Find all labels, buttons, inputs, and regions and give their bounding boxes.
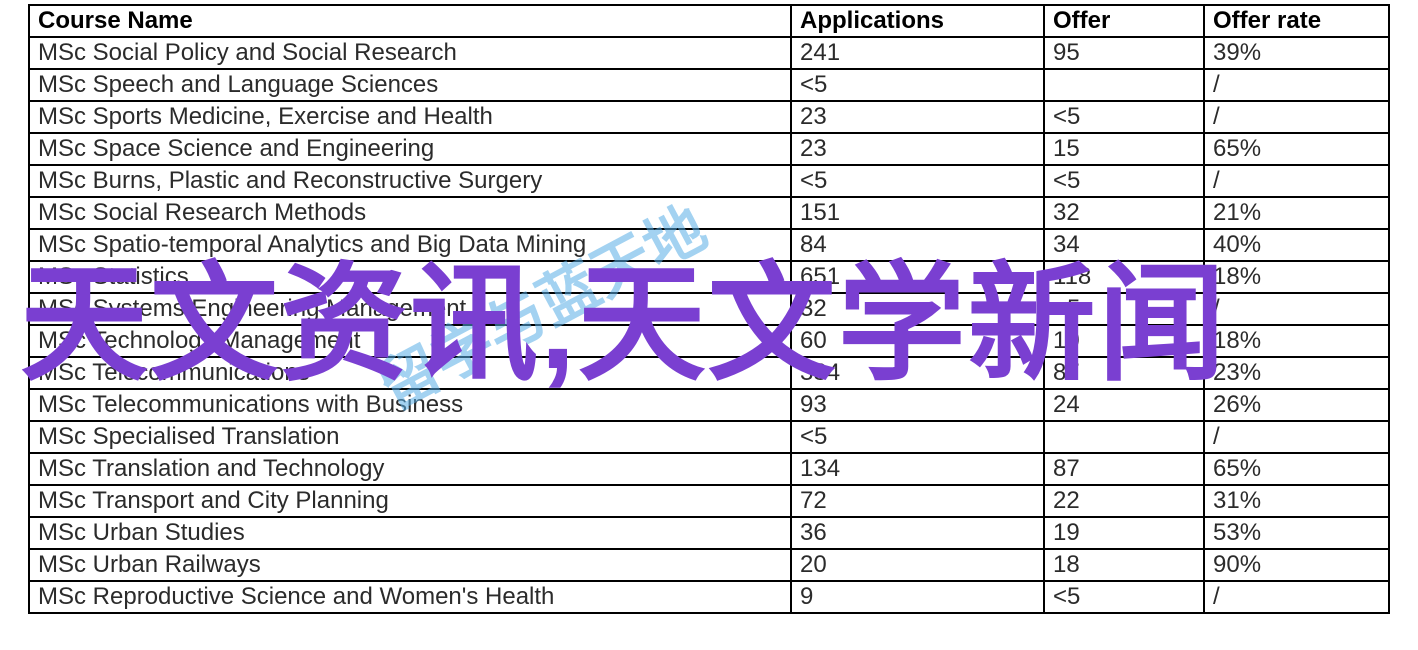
offer-rate-cell: /: [1204, 581, 1389, 613]
applications-cell: 151: [791, 197, 1044, 229]
applications-cell: 384: [791, 357, 1044, 389]
applications-cell: 32: [791, 293, 1044, 325]
offer-cell: <5: [1044, 293, 1204, 325]
course-name-cell: MSc Social Research Methods: [29, 197, 791, 229]
offer-rate-cell: /: [1204, 101, 1389, 133]
course-name-cell: MSc Transport and City Planning: [29, 485, 791, 517]
offer-rate-cell: 31%: [1204, 485, 1389, 517]
table-row: MSc Translation and Technology1348765%: [29, 453, 1389, 485]
offer-rate-cell: /: [1204, 421, 1389, 453]
course-name-cell: MSc Technology Management: [29, 325, 791, 357]
offer-cell: 34: [1044, 229, 1204, 261]
course-name-cell: MSc Telecommunications with Business: [29, 389, 791, 421]
column-header: Course Name: [29, 5, 791, 37]
table-row: MSc Specialised Translation<5 /: [29, 421, 1389, 453]
table-header-row: Course NameApplicationsOfferOffer rate: [29, 5, 1389, 37]
course-name-cell: MSc Spatio-temporal Analytics and Big Da…: [29, 229, 791, 261]
course-table-container: Course NameApplicationsOfferOffer rate M…: [28, 4, 1388, 614]
table-row: MSc Systems Engineering Management32<5/: [29, 293, 1389, 325]
offer-cell: 32: [1044, 197, 1204, 229]
course-name-cell: MSc Urban Studies: [29, 517, 791, 549]
course-name-cell: MSc Speech and Language Sciences: [29, 69, 791, 101]
table-row: MSc Reproductive Science and Women's Hea…: [29, 581, 1389, 613]
offer-rate-cell: 18%: [1204, 325, 1389, 357]
offer-cell: 95: [1044, 37, 1204, 69]
offer-rate-cell: 18%: [1204, 261, 1389, 293]
offer-cell: <5: [1044, 581, 1204, 613]
applications-cell: 9: [791, 581, 1044, 613]
table-row: MSc Telecommunications3848723%: [29, 357, 1389, 389]
offer-cell: 24: [1044, 389, 1204, 421]
applications-cell: 36: [791, 517, 1044, 549]
table-row: MSc Statistics65111818%: [29, 261, 1389, 293]
offer-rate-cell: 53%: [1204, 517, 1389, 549]
offer-cell: [1044, 421, 1204, 453]
table-row: MSc Transport and City Planning722231%: [29, 485, 1389, 517]
applications-cell: 93: [791, 389, 1044, 421]
applications-cell: 134: [791, 453, 1044, 485]
offer-rate-cell: /: [1204, 165, 1389, 197]
table-row: MSc Urban Studies361953%: [29, 517, 1389, 549]
offer-rate-cell: 65%: [1204, 133, 1389, 165]
offer-rate-cell: 39%: [1204, 37, 1389, 69]
offer-rate-cell: 90%: [1204, 549, 1389, 581]
applications-cell: <5: [791, 165, 1044, 197]
offer-rate-cell: 65%: [1204, 453, 1389, 485]
table-body: MSc Social Policy and Social Research241…: [29, 37, 1389, 613]
table-row: MSc Social Research Methods1513221%: [29, 197, 1389, 229]
offer-cell: 87: [1044, 357, 1204, 389]
course-name-cell: MSc Statistics: [29, 261, 791, 293]
applications-cell: <5: [791, 69, 1044, 101]
course-name-cell: MSc Systems Engineering Management: [29, 293, 791, 325]
offer-cell: 19: [1044, 517, 1204, 549]
table-row: MSc Urban Railways201890%: [29, 549, 1389, 581]
offer-cell: 18: [1044, 549, 1204, 581]
course-offer-table: Course NameApplicationsOfferOffer rate M…: [28, 4, 1390, 614]
offer-rate-cell: 26%: [1204, 389, 1389, 421]
table-row: MSc Telecommunications with Business9324…: [29, 389, 1389, 421]
table-row: MSc Social Policy and Social Research241…: [29, 37, 1389, 69]
course-name-cell: MSc Translation and Technology: [29, 453, 791, 485]
offer-cell: 118: [1044, 261, 1204, 293]
course-name-cell: MSc Space Science and Engineering: [29, 133, 791, 165]
offer-cell: 87: [1044, 453, 1204, 485]
course-name-cell: MSc Burns, Plastic and Reconstructive Su…: [29, 165, 791, 197]
applications-cell: 84: [791, 229, 1044, 261]
course-name-cell: MSc Sports Medicine, Exercise and Health: [29, 101, 791, 133]
offer-rate-cell: 40%: [1204, 229, 1389, 261]
course-name-cell: MSc Telecommunications: [29, 357, 791, 389]
table-row: MSc Speech and Language Sciences<5 /: [29, 69, 1389, 101]
course-name-cell: MSc Urban Railways: [29, 549, 791, 581]
offer-rate-cell: /: [1204, 293, 1389, 325]
offer-cell: 10: [1044, 325, 1204, 357]
course-name-cell: MSc Reproductive Science and Women's Hea…: [29, 581, 791, 613]
applications-cell: 23: [791, 133, 1044, 165]
applications-cell: 241: [791, 37, 1044, 69]
offer-cell: 15: [1044, 133, 1204, 165]
table-row: MSc Technology Management601018%: [29, 325, 1389, 357]
course-name-cell: MSc Social Policy and Social Research: [29, 37, 791, 69]
table-row: MSc Space Science and Engineering231565%: [29, 133, 1389, 165]
column-header: Applications: [791, 5, 1044, 37]
offer-cell: 22: [1044, 485, 1204, 517]
page-canvas: Course NameApplicationsOfferOffer rate M…: [0, 0, 1418, 650]
applications-cell: 72: [791, 485, 1044, 517]
offer-cell: <5: [1044, 165, 1204, 197]
course-name-cell: MSc Specialised Translation: [29, 421, 791, 453]
table-row: MSc Burns, Plastic and Reconstructive Su…: [29, 165, 1389, 197]
applications-cell: 651: [791, 261, 1044, 293]
offer-rate-cell: /: [1204, 69, 1389, 101]
applications-cell: <5: [791, 421, 1044, 453]
offer-cell: [1044, 69, 1204, 101]
table-row: MSc Sports Medicine, Exercise and Health…: [29, 101, 1389, 133]
offer-rate-cell: 21%: [1204, 197, 1389, 229]
column-header: Offer rate: [1204, 5, 1389, 37]
applications-cell: 60: [791, 325, 1044, 357]
offer-cell: <5: [1044, 101, 1204, 133]
applications-cell: 23: [791, 101, 1044, 133]
column-header: Offer: [1044, 5, 1204, 37]
offer-rate-cell: 23%: [1204, 357, 1389, 389]
applications-cell: 20: [791, 549, 1044, 581]
table-row: MSc Spatio-temporal Analytics and Big Da…: [29, 229, 1389, 261]
